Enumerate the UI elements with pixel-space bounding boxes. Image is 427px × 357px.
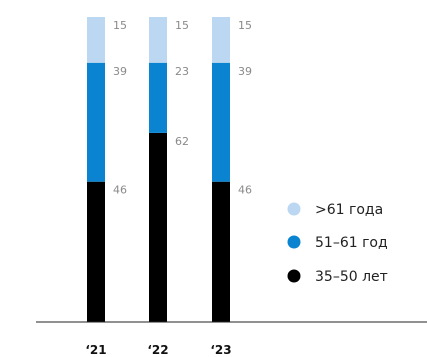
data-label: 15 [175, 19, 189, 32]
legend-marker [287, 269, 301, 283]
bar-segment [149, 17, 167, 63]
bar-segment [212, 17, 230, 63]
x-tick-label: ‘21 [85, 343, 106, 357]
legend-label: 35–50 лет [315, 269, 388, 285]
legend-label: 51–61 год [315, 235, 388, 251]
bar-segment [87, 17, 105, 63]
bars-layer [87, 17, 230, 322]
data-label: 62 [175, 135, 189, 148]
legend-marker [287, 235, 301, 249]
bar-segment [149, 62, 167, 133]
legend: >61 года 51–61 год 35–50 лет [287, 202, 388, 285]
legend-label: >61 года [315, 202, 383, 218]
data-label: 15 [238, 19, 252, 32]
x-tick-label: ‘23 [210, 343, 231, 357]
data-label: 46 [238, 184, 252, 197]
bar-segment [87, 62, 105, 182]
legend-marker [287, 202, 301, 216]
data-label: 15 [113, 19, 127, 32]
segment-labels: 46 39 15 62 23 15 46 39 15 [113, 19, 252, 197]
bar-segment [212, 62, 230, 182]
data-label: 46 [113, 184, 127, 197]
x-tick-label: ‘22 [147, 343, 168, 357]
bar-segment [149, 132, 167, 322]
bar-segment [87, 181, 105, 322]
x-axis-ticks: ‘21 ‘22 ‘23 [85, 343, 231, 357]
data-label: 39 [238, 65, 252, 78]
data-label: 23 [175, 65, 189, 78]
bar-segment [212, 181, 230, 322]
data-label: 39 [113, 65, 127, 78]
